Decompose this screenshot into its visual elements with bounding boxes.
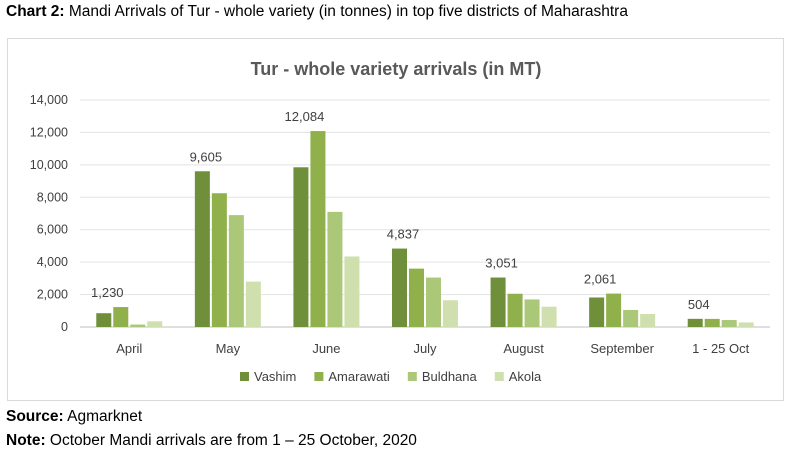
x-tick-label: July [413,341,437,356]
bar-buldhana-3 [426,277,441,327]
source-label: Source: [6,408,64,425]
note-text: October Mandi arrivals are from 1 – 25 O… [45,432,417,449]
bar-buldhana-5 [623,309,639,327]
bar-vashim-0 [96,313,112,327]
source-text: Agmarknet [63,408,143,425]
bar-vashim-4 [490,277,506,327]
bar-amarawati-2 [310,131,326,327]
caption-text: Mandi Arrivals of Tur - whole variety (i… [64,3,628,20]
bar-akola-4 [541,306,557,327]
data-label: 2,061 [584,272,617,287]
data-label: 12,084 [285,109,325,124]
legend-swatch-amarawati [314,372,324,381]
data-label: 3,051 [485,256,518,271]
y-tick-label: 8,000 [37,190,68,204]
bar-akola-3 [443,300,458,327]
chart-caption: Chart 2: Mandi Arrivals of Tur - whole v… [6,3,628,21]
legend-label-vashim: Vashim [254,369,296,384]
bar-amarawati-6 [704,318,720,327]
legend-swatch-buldhana [407,372,417,381]
y-tick-label: 2,000 [37,288,68,302]
legend-label-akola: Akola [509,369,542,384]
chart-frame: Tur - whole variety arrivals (in MT) 0 2,… [7,38,784,401]
data-label: 1,230 [91,285,124,300]
bar-buldhana-4 [524,299,540,327]
bar-vashim-1 [194,171,210,327]
bar-amarawati-5 [606,293,622,327]
note-label: Note: [6,432,46,449]
bar-vashim-5 [589,297,605,327]
bar-amarawati-1 [211,193,227,327]
x-tick-label: April [116,341,142,356]
note-line: Note: October Mandi arrivals are from 1 … [6,432,417,450]
x-tick-label: August [503,341,544,356]
bar-buldhana-6 [721,320,737,327]
y-tick-label: 4,000 [37,255,68,269]
caption-label: Chart 2: [6,3,65,20]
y-tick-label: 6,000 [37,223,68,237]
x-axis-ticks: April May June July August September 1 - 25 Oc… [116,341,749,356]
legend-swatch-akola [494,372,504,381]
y-tick-label: 0 [61,320,68,334]
x-tick-label: May [216,341,241,356]
bars [96,131,754,327]
bar-amarawati-3 [409,268,424,327]
bar-vashim-2 [293,167,309,327]
bar-chart: Tur - whole variety arrivals (in MT) 0 2,… [30,59,770,384]
legend-swatch-vashim [240,372,249,381]
x-tick-label: June [312,341,340,356]
source-line: Source: Agmarknet [6,408,142,426]
bar-akola-6 [738,322,754,327]
legend: Vashim Amarawati Buldhana Akola [240,369,542,384]
bar-akola-1 [245,281,261,327]
y-tick-label: 14,000 [30,93,68,107]
x-tick-label: September [590,341,654,356]
x-tick-label: 1 - 25 Oct [692,341,749,356]
legend-label-buldhana: Buldhana [422,369,478,384]
bar-vashim-3 [392,248,407,327]
y-tick-label: 10,000 [30,158,68,172]
bar-vashim-6 [687,318,703,327]
bar-buldhana-2 [327,211,343,327]
bar-amarawati-0 [113,307,129,327]
bar-buldhana-0 [130,324,146,327]
y-axis-ticks: 0 2,000 4,000 6,000 8,000 10,000 12,000 14,000 [30,93,68,334]
chart-title: Tur - whole variety arrivals (in MT) [251,59,542,79]
bar-amarawati-4 [507,293,523,327]
bar-akola-2 [344,256,360,327]
data-label: 9,605 [190,149,223,164]
bar-akola-5 [640,314,656,327]
legend-label-amarawati: Amarawati [328,369,390,384]
data-labels: 1,230 9,605 12,084 4,837 3,051 2,061 504 [91,109,710,312]
data-label: 4,837 [387,227,420,242]
bar-akola-0 [147,321,163,327]
y-tick-label: 12,000 [30,125,68,139]
gridlines [80,99,770,328]
bar-buldhana-1 [228,215,244,327]
data-label: 504 [688,297,710,312]
